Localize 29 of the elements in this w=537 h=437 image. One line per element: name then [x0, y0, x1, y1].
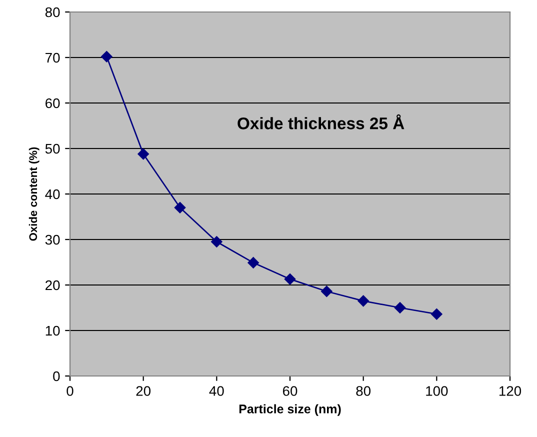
x-tick-label: 120 — [499, 386, 522, 396]
point — [431, 308, 442, 320]
point — [358, 295, 369, 307]
point — [248, 257, 259, 268]
point — [174, 202, 186, 214]
y-tick-label: 10 — [46, 326, 60, 336]
point — [321, 286, 332, 297]
y-tick-label: 30 — [45, 234, 60, 245]
point — [394, 302, 406, 314]
point — [211, 236, 222, 248]
y-tick-label: 60 — [46, 98, 60, 108]
y-tick-label: 80 — [45, 7, 60, 18]
y-tick-label: 70 — [46, 52, 60, 63]
x-tick-label: 60 — [282, 386, 298, 396]
y-axis-title: Oxide content (%) — [28, 147, 40, 241]
point — [284, 273, 296, 285]
point — [138, 148, 149, 160]
x-axis-title: Particle size (nm) — [239, 404, 341, 416]
annotation: Oxide thickness 25 Å — [238, 114, 404, 130]
x-tick-label: 40 — [209, 386, 224, 396]
x-tick-label: 0 — [66, 386, 74, 396]
x-tick-label: 80 — [356, 386, 371, 396]
y-tick-label: 50 — [45, 144, 60, 154]
x-tick-label: 20 — [136, 386, 151, 396]
y-tick-label: 40 — [45, 189, 60, 200]
x-tick-label: 100 — [426, 386, 448, 396]
point — [101, 50, 112, 62]
y-tick-label: 20 — [46, 280, 60, 290]
y-tick-label: 0 — [53, 371, 60, 382]
